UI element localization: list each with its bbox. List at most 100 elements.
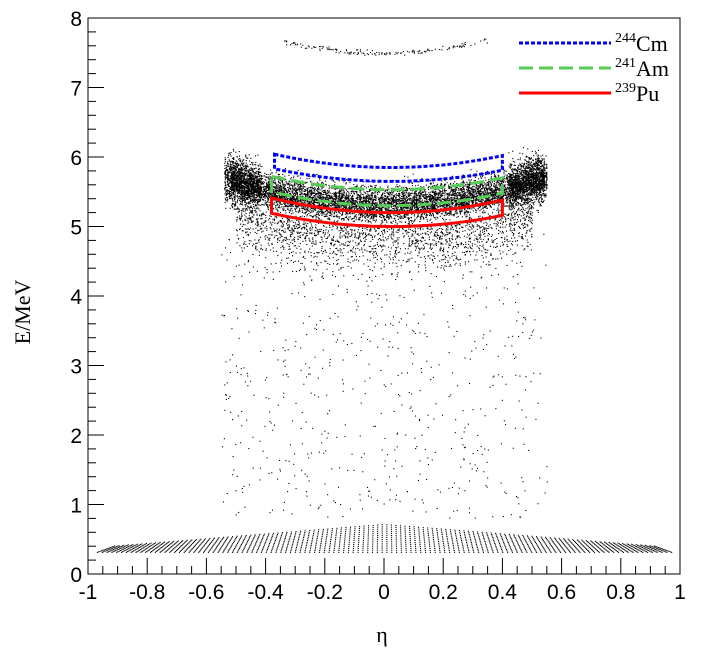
scatter-point <box>409 206 411 208</box>
scatter-point <box>491 194 493 196</box>
scatter-point <box>248 170 250 172</box>
scatter-point <box>406 201 408 203</box>
scatter-point <box>352 198 354 200</box>
scatter-point <box>487 200 489 202</box>
scatter-point <box>411 223 413 225</box>
scatter-point <box>322 194 324 196</box>
scatter-point <box>312 188 314 190</box>
scatter-point <box>454 192 456 194</box>
scatter-point <box>447 212 449 214</box>
scatter-point <box>544 170 546 172</box>
scatter-point <box>500 183 502 185</box>
scatter-point <box>424 188 426 190</box>
scatter-point <box>401 221 403 223</box>
scatter-point <box>486 184 488 186</box>
scatter-point <box>498 190 500 192</box>
scatter-point <box>488 204 490 206</box>
scatter-point <box>463 182 465 184</box>
scatter-point <box>515 197 517 199</box>
scatter-point <box>452 214 454 216</box>
scatter-point <box>259 182 261 184</box>
scatter-point <box>402 197 404 199</box>
scatter-point <box>378 207 380 209</box>
scatter-point <box>424 197 426 199</box>
scatter-point <box>448 192 450 194</box>
scatter-point <box>537 158 539 160</box>
scatter-point <box>422 216 424 218</box>
scatter-point <box>234 172 236 174</box>
scatter-point <box>300 187 302 189</box>
scatter-point <box>334 199 336 201</box>
scatter-point <box>268 201 270 203</box>
scatter-point <box>387 202 389 204</box>
scatter-point <box>271 172 273 174</box>
scatter-point <box>504 191 506 193</box>
scatter-point <box>280 184 282 186</box>
scatter-point <box>538 167 540 169</box>
scatter-point <box>268 182 270 184</box>
scatter-point <box>346 212 348 214</box>
scatter-point <box>411 201 413 203</box>
scatter-point <box>386 191 388 193</box>
scatter-point <box>398 192 400 194</box>
scatter-point <box>260 197 262 199</box>
scatter-point <box>385 209 387 211</box>
scatter-point <box>420 217 422 219</box>
scatter-point <box>284 198 286 200</box>
scatter-point <box>230 186 232 188</box>
scatter-point <box>289 193 291 195</box>
scatter-point <box>519 173 521 175</box>
scatter-point <box>432 214 434 216</box>
scatter-point <box>455 199 457 201</box>
scatter-point <box>545 167 547 169</box>
scatter-point <box>329 203 331 205</box>
scatter-point <box>432 205 434 207</box>
scatter-point <box>373 216 375 218</box>
scatter-point <box>486 188 488 190</box>
scatter-point <box>372 198 374 200</box>
scatter-point <box>414 218 416 220</box>
scatter-point <box>423 196 425 198</box>
scatter-point <box>528 197 530 199</box>
scatter-point <box>368 207 370 209</box>
scatter-point <box>433 201 435 203</box>
scatter-point <box>339 194 341 196</box>
scatter-point <box>426 205 428 207</box>
scatter-point <box>267 190 269 192</box>
scatter-point <box>355 201 357 203</box>
scatter-point <box>314 192 316 194</box>
scatter-point <box>435 218 437 220</box>
scatter-point <box>381 222 383 224</box>
scatter-point <box>278 174 280 176</box>
scatter-point <box>538 171 540 173</box>
scatter-point <box>379 198 381 200</box>
scatter-point <box>398 209 400 211</box>
scatter-point <box>422 195 424 197</box>
scatter-point <box>420 218 422 220</box>
scatter-point <box>460 213 462 215</box>
scatter-point <box>345 216 347 218</box>
scatter-point <box>449 210 451 212</box>
scatter-point <box>384 200 386 202</box>
scatter-point <box>468 179 470 181</box>
scatter-point <box>468 186 470 188</box>
scatter-point <box>284 187 286 189</box>
scatter-point <box>343 206 345 208</box>
scatter-point <box>408 199 410 201</box>
scatter-point <box>333 193 335 195</box>
scatter-point <box>402 207 404 209</box>
scatter-point <box>436 200 438 202</box>
scatter-point <box>368 195 370 197</box>
scatter-point <box>509 202 511 204</box>
scatter-point <box>540 160 542 162</box>
scatter-point <box>232 166 234 168</box>
scatter-point <box>545 182 547 184</box>
scatter-point <box>427 187 429 189</box>
scatter-point <box>447 204 449 206</box>
scatter-point <box>536 176 538 178</box>
scatter-point <box>398 195 400 197</box>
scatter-point <box>426 208 428 210</box>
scatter-point <box>341 197 343 199</box>
scatter-point <box>467 185 469 187</box>
scatter-point <box>410 217 412 219</box>
